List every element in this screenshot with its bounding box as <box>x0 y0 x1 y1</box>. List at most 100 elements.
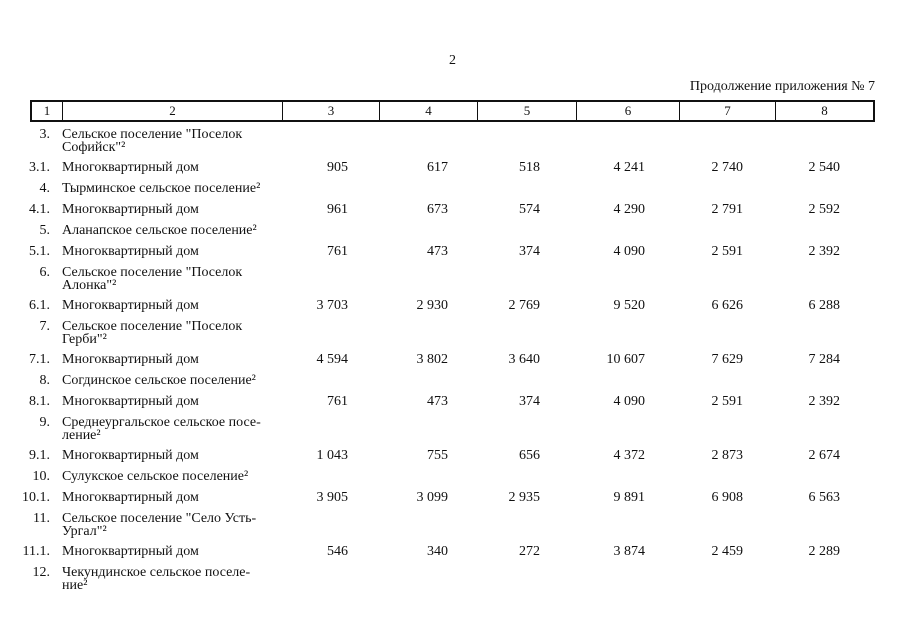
row-number: 10.1. <box>22 490 50 505</box>
row-value: 673 <box>427 202 448 217</box>
row-value: 6 908 <box>711 490 744 505</box>
column-header: 8 <box>821 103 828 118</box>
row-number: 9. <box>39 415 51 430</box>
column-header: 3 <box>283 102 380 120</box>
row-value: 6 563 <box>808 490 841 505</box>
table-row: 11.1. Многоквартирный дом 546 340 272 3 … <box>0 544 905 559</box>
row-value: 574 <box>519 202 540 217</box>
row-value: 761 <box>327 244 348 259</box>
row-value: 518 <box>519 160 540 175</box>
row-value: 473 <box>427 244 448 259</box>
row-label: Тырминское сельское поселение² <box>62 181 261 196</box>
row-number: 7.1. <box>29 352 50 367</box>
row-value: 473 <box>427 394 448 409</box>
row-label: Многоквартирный дом <box>62 298 199 313</box>
table-row: 4. Тырминское сельское поселение² <box>0 181 905 196</box>
column-header: 1 <box>32 102 63 120</box>
table-row: 11. Сельское поселение "Село Усть- Ургал… <box>0 511 905 539</box>
row-value: 755 <box>427 448 448 463</box>
row-number: 7. <box>39 319 51 334</box>
row-number: 3.1. <box>29 160 50 175</box>
row-number: 4.1. <box>29 202 50 217</box>
row-value: 2 674 <box>808 448 841 463</box>
table-row: 7.1. Многоквартирный дом 4 594 3 802 3 6… <box>0 352 905 367</box>
row-value: 4 090 <box>613 244 646 259</box>
table-row: 8. Согдинское сельское поселение² <box>0 374 905 388</box>
table-row: 7. Сельское поселение "Поселок Герби"² <box>0 319 905 347</box>
row-number: 6.1. <box>29 298 50 313</box>
row-value: 3 703 <box>316 298 349 313</box>
table-row: 3. Сельское поселение "Поселок Софийск"² <box>0 127 905 155</box>
row-value: 3 099 <box>416 490 449 505</box>
row-value: 9 891 <box>613 490 646 505</box>
row-label: Многоквартирный дом <box>62 394 199 409</box>
row-value: 2 591 <box>711 244 744 259</box>
row-label: Сельское поселение "Поселок Софийск"² <box>62 127 243 155</box>
table-row: 10.1. Многоквартирный дом 3 905 3 099 2 … <box>0 490 905 505</box>
table-row: 6.1. Многоквартирный дом 3 703 2 930 2 7… <box>0 298 905 313</box>
row-value: 1 043 <box>316 448 349 463</box>
row-value: 2 591 <box>711 394 744 409</box>
row-value: 4 241 <box>613 160 646 175</box>
row-label: Многоквартирный дом <box>62 244 199 259</box>
row-label: Сельское поселение "Поселок Герби"² <box>62 319 243 347</box>
row-number: 4. <box>39 181 51 196</box>
row-label: Многоквартирный дом <box>62 202 199 217</box>
row-value: 2 769 <box>508 298 541 313</box>
row-value: 6 288 <box>808 298 841 313</box>
table-row: 9. Среднеургальское сельское посе- ление… <box>0 415 905 443</box>
table-row: 9.1. Многоквартирный дом 1 043 755 656 4… <box>0 448 905 463</box>
row-number: 5. <box>39 223 51 238</box>
row-number: 9.1. <box>29 448 50 463</box>
row-value: 2 289 <box>808 544 841 559</box>
row-value: 6 626 <box>711 298 744 313</box>
row-value: 3 802 <box>416 352 449 367</box>
row-number: 5.1. <box>29 244 50 259</box>
row-value: 3 640 <box>508 352 541 367</box>
column-header: 2 <box>63 102 283 120</box>
row-value: 7 284 <box>808 352 841 367</box>
table-body: 3. Сельское поселение "Поселок Софийск"²… <box>0 128 905 599</box>
row-label: Среднеургальское сельское посе- ление² <box>62 415 261 443</box>
row-value: 374 <box>519 244 540 259</box>
row-value: 4 090 <box>613 394 646 409</box>
row-label: Аланапское сельское поселение² <box>62 223 257 238</box>
row-value: 617 <box>427 160 448 175</box>
row-value: 2 540 <box>808 160 841 175</box>
page-number: 2 <box>449 53 456 68</box>
row-label: Многоквартирный дом <box>62 544 199 559</box>
row-value: 10 607 <box>606 352 646 367</box>
row-label: Многоквартирный дом <box>62 352 199 367</box>
table-row: 4.1. Многоквартирный дом 961 673 574 4 2… <box>0 202 905 217</box>
table-row: 8.1. Многоквартирный дом 761 473 374 4 0… <box>0 394 905 409</box>
row-value: 3 905 <box>316 490 349 505</box>
table-row: 12. Чекундинское сельское поселе- ние² <box>0 566 905 593</box>
row-value: 546 <box>327 544 348 559</box>
row-value: 2 935 <box>508 490 541 505</box>
row-value: 2 740 <box>711 160 744 175</box>
row-label: Сельское поселение "Село Усть- Ургал"² <box>62 511 257 539</box>
column-header: 4 <box>380 102 478 120</box>
row-value: 2 592 <box>808 202 841 217</box>
row-value: 2 392 <box>808 244 841 259</box>
row-value: 2 873 <box>711 448 744 463</box>
row-value: 656 <box>519 448 540 463</box>
table-row: 10. Сулукское сельское поселение² <box>0 469 905 484</box>
row-value: 2 392 <box>808 394 841 409</box>
row-value: 374 <box>519 394 540 409</box>
row-label: Многоквартирный дом <box>62 490 199 505</box>
row-number: 6. <box>39 265 51 280</box>
column-header: 5 <box>478 102 577 120</box>
row-label: Сельское поселение "Поселок Алонка"² <box>62 265 243 293</box>
row-label: Сулукское сельское поселение² <box>62 469 249 484</box>
row-value: 9 520 <box>613 298 646 313</box>
row-value: 761 <box>327 394 348 409</box>
continuation-note: Продолжение приложения № 7 <box>689 79 875 94</box>
row-value: 272 <box>519 544 540 559</box>
table-row: 3.1. Многоквартирный дом 905 617 518 4 2… <box>0 160 905 175</box>
row-value: 3 874 <box>613 544 646 559</box>
column-header: 7 <box>680 102 776 120</box>
row-number: 3. <box>39 127 51 142</box>
